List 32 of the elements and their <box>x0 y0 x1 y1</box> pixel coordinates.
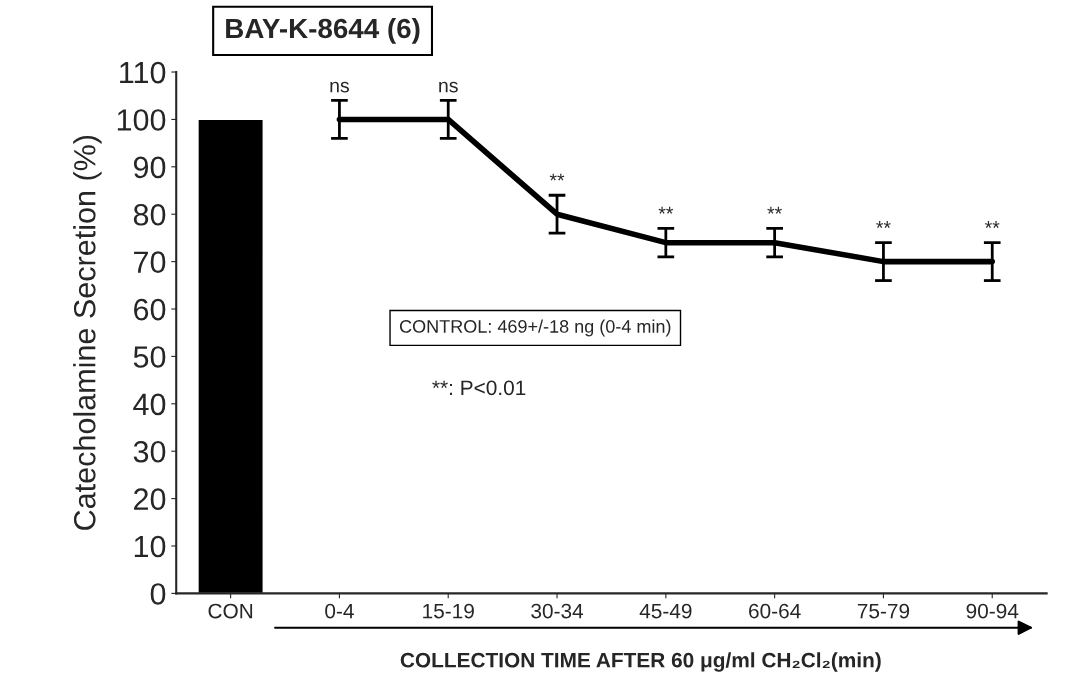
y-tick-label: 90 <box>133 156 166 179</box>
y-tick-label: 70 <box>134 251 166 273</box>
y-tick-label: 30 <box>133 440 166 463</box>
y-axis-title: Catecholamine Secretion (%) <box>73 135 102 530</box>
annotation: ** <box>876 221 891 228</box>
x-axis-title: COLLECTION TIME AFTER 60 μg/ml CH₂Cl₂(min) <box>400 652 881 672</box>
annotation: ** <box>658 206 674 214</box>
x-tick-label: 30-34 <box>531 603 584 619</box>
y-tick-label: 40 <box>133 393 166 416</box>
y-tick-label: 60 <box>134 298 166 321</box>
x-tick-label: CON <box>208 603 253 619</box>
y-tick-label: 50 <box>133 346 166 368</box>
x-tick-label: 15-19 <box>423 603 474 619</box>
annotation: ns <box>330 81 349 93</box>
y-tick-label: 10 <box>134 535 166 558</box>
y-tick-label: 110 <box>120 61 166 84</box>
x-tick-label: 75-79 <box>857 603 910 619</box>
annotation: ns <box>439 81 458 93</box>
annotation: ** <box>767 206 782 214</box>
annotation: **: P<0.01 <box>432 380 526 396</box>
annotation: ** <box>549 173 565 181</box>
y-tick-label: 80 <box>133 203 166 226</box>
y-tick-label: 20 <box>134 488 166 510</box>
y-tick-label: 100 <box>117 109 166 131</box>
x-tick-label: 90-94 <box>966 603 1019 619</box>
y-tick-label: 0 <box>150 583 166 605</box>
x-tick-label: 45-49 <box>639 603 692 619</box>
x-tick-label: 60-64 <box>749 603 801 619</box>
annotation: CONTROL: 469+/-18 ng (0-4 min) <box>399 319 671 337</box>
annotation: ** <box>984 221 1000 228</box>
x-tick-label: 0-4 <box>325 603 354 619</box>
chart-title: BAY-K-8644 (6) <box>226 17 420 44</box>
